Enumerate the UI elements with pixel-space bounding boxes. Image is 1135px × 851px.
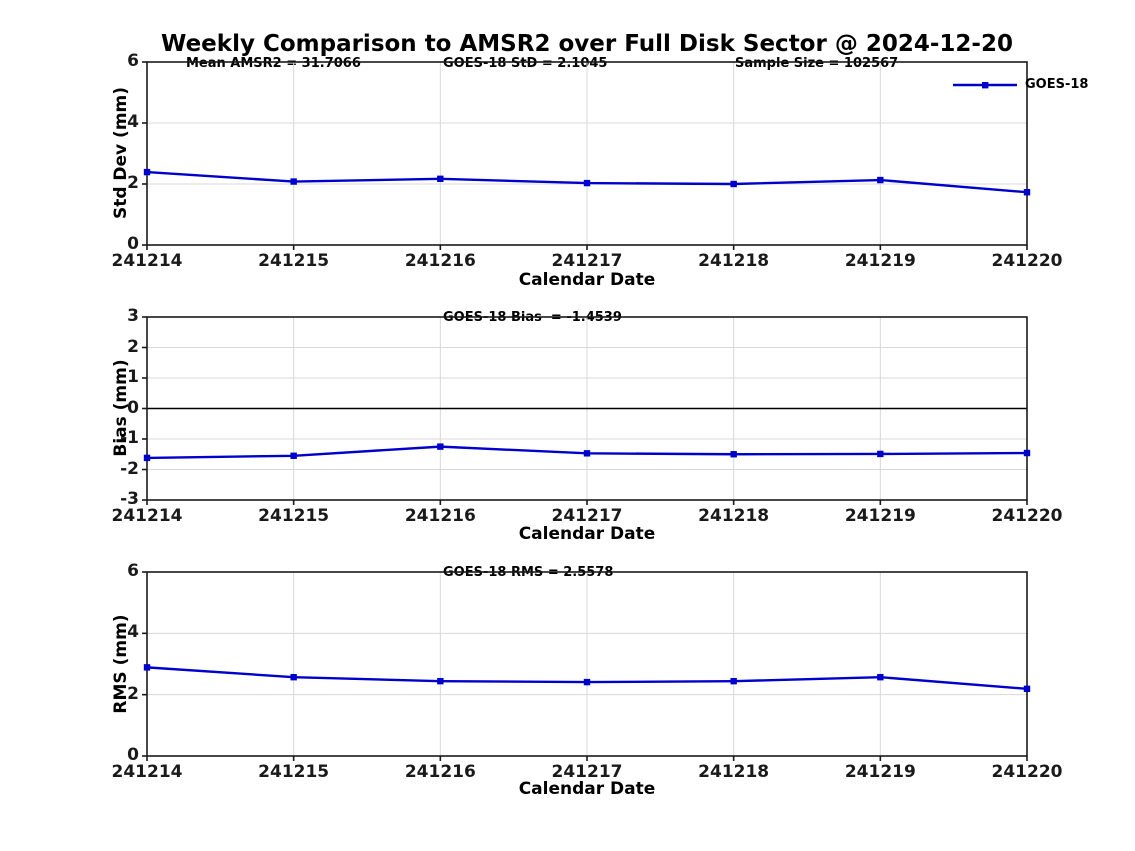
x-tick-label: 241215: [258, 506, 330, 526]
ylabel-std-dev: Std Dev (mm): [111, 86, 131, 220]
ylabel-rms: RMS (mm): [111, 614, 131, 714]
y-tick-label: 0: [127, 745, 139, 765]
x-tick-label: 241217: [551, 251, 623, 271]
annotation-sample-size: Sample Size = 102567: [735, 56, 899, 71]
xlabel-std-dev: Calendar Date: [518, 270, 656, 290]
y-tick-label: 1: [127, 367, 139, 387]
y-tick-label: -2: [120, 458, 139, 479]
y-tick-label: 0: [127, 397, 139, 418]
annotation-goes18-std: GOES-18 StD = 2.1045: [443, 56, 608, 71]
x-tick-label: 241217: [551, 506, 623, 526]
x-tick-label: 241219: [844, 506, 916, 526]
y-tick-label: 6: [127, 51, 139, 71]
legend-label: GOES-18: [1025, 77, 1089, 92]
x-tick-label: 241220: [991, 762, 1063, 782]
x-tick-label: 241216: [404, 506, 476, 526]
bias-plot: [142, 316, 1031, 505]
x-tick-label: 241216: [404, 762, 476, 782]
y-tick-label: 3: [127, 306, 139, 326]
x-tick-label: 241216: [404, 251, 476, 271]
legend-line-icon: [953, 81, 1017, 88]
x-tick-label: 241218: [698, 762, 770, 782]
x-tick-label: 241214: [111, 762, 183, 782]
x-tick-label: 241214: [111, 506, 183, 526]
x-tick-label: 241218: [698, 251, 770, 271]
y-tick-label: 0: [127, 234, 139, 254]
legend: GOES-18: [952, 77, 1088, 92]
xlabel-bias: Calendar Date: [518, 524, 656, 544]
x-tick-label: 241220: [991, 506, 1063, 526]
xlabel-rms: Calendar Date: [518, 779, 656, 799]
x-tick-label: 241220: [991, 251, 1063, 271]
rms-plot: [142, 571, 1031, 761]
x-tick-label: 241215: [258, 251, 330, 271]
y-tick-label: 4: [127, 112, 139, 132]
x-tick-label: 241217: [551, 762, 623, 782]
y-tick-label: -1: [120, 428, 139, 448]
y-tick-label: 4: [127, 622, 139, 643]
x-tick-label: 241215: [258, 762, 330, 782]
x-tick-label: 241218: [698, 506, 770, 526]
std-dev-plot: [142, 61, 1031, 250]
y-tick-label: -3: [120, 489, 139, 509]
x-tick-label: 241214: [111, 251, 183, 271]
figure-title: Weekly Comparison to AMSR2 over Full Dis…: [161, 31, 1013, 57]
y-tick-label: 2: [127, 336, 139, 357]
x-tick-label: 241219: [844, 762, 916, 782]
annotation-mean-amsr2: Mean AMSR2 = 31.7066: [186, 56, 361, 71]
y-tick-label: 2: [127, 683, 139, 704]
y-tick-label: 6: [127, 561, 139, 581]
x-tick-label: 241219: [844, 251, 916, 271]
y-tick-label: 2: [127, 173, 139, 193]
